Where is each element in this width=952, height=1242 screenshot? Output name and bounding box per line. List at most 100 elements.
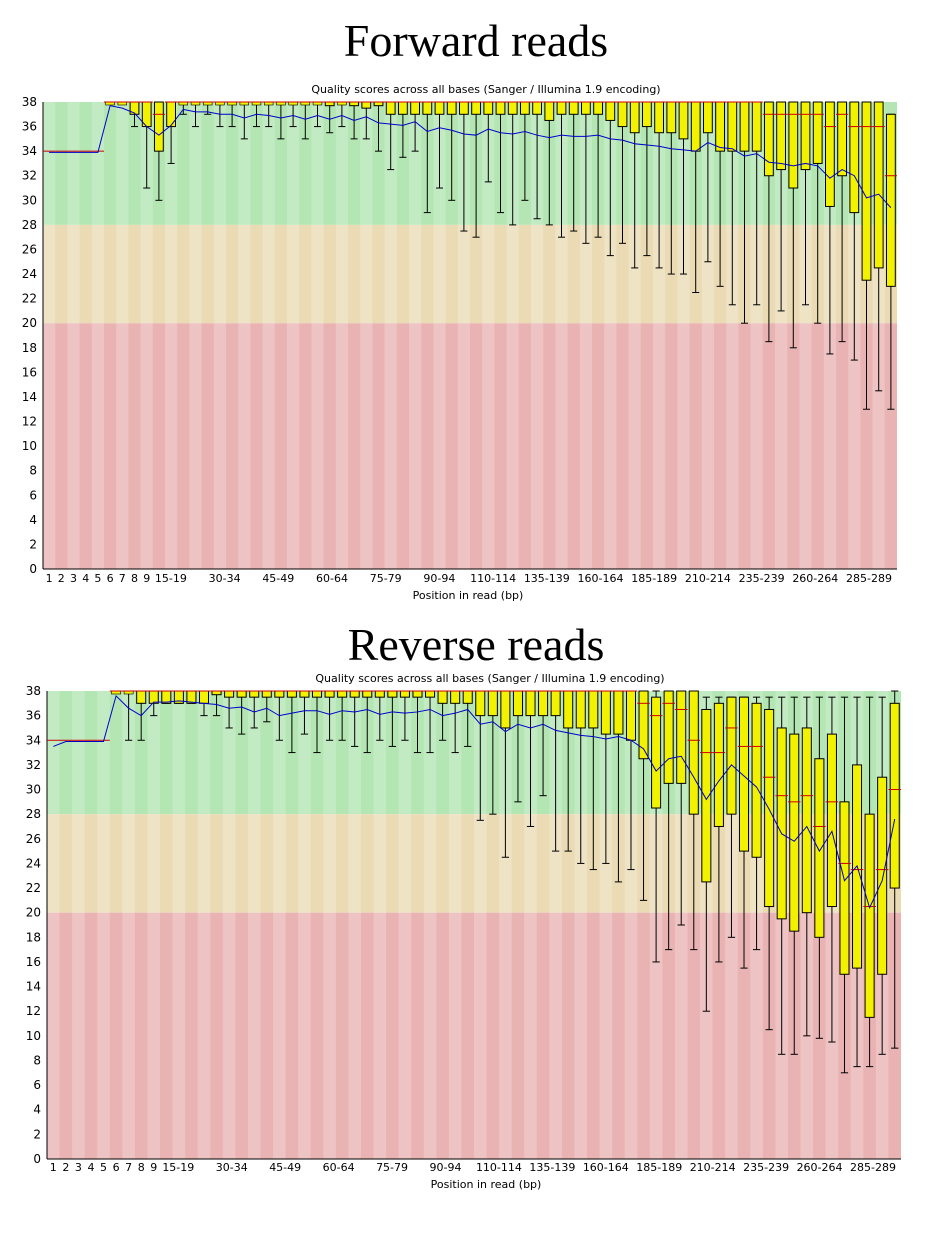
x-tick-label: 7 — [125, 1161, 132, 1174]
stripe — [409, 102, 422, 569]
iqr-box — [550, 690, 561, 717]
iqr-box — [825, 101, 835, 207]
y-tick-label: 6 — [29, 488, 37, 502]
x-tick-label: 210-214 — [685, 572, 731, 585]
stripe — [238, 102, 251, 569]
x-tick-label: 1 — [46, 572, 53, 585]
y-tick-label: 8 — [29, 464, 37, 478]
y-tick-label: 8 — [33, 1053, 41, 1067]
y-tick-label: 18 — [22, 341, 37, 355]
iqr-box — [563, 690, 574, 729]
x-tick-label: 135-139 — [529, 1161, 575, 1174]
iqr-box — [701, 708, 712, 883]
y-tick-label: 2 — [33, 1127, 41, 1141]
stripe — [323, 691, 336, 1159]
stripe — [549, 691, 562, 1159]
y-tick-label: 24 — [22, 267, 37, 281]
iqr-box — [136, 690, 147, 704]
iqr-box — [387, 690, 398, 698]
y-tick-label: 0 — [33, 1152, 41, 1166]
iqr-box — [877, 776, 888, 975]
y-tick-label: 4 — [29, 513, 37, 527]
x-axis-label: Position in read (bp) — [431, 1178, 542, 1191]
stripe — [448, 691, 462, 1159]
iqr-box — [362, 690, 373, 698]
iqr-box — [349, 690, 360, 698]
iqr-box — [638, 690, 649, 760]
iqr-box — [538, 690, 549, 717]
y-tick-label: 38 — [22, 95, 37, 109]
stripe — [335, 102, 348, 569]
x-tick-label: 75-79 — [376, 1161, 408, 1174]
x-tick-label: 235-239 — [739, 572, 785, 585]
x-tick-label: 4 — [82, 572, 89, 585]
stripe — [122, 691, 135, 1159]
y-tick-label: 36 — [26, 709, 41, 723]
iqr-box — [726, 696, 737, 815]
x-tick-label: 6 — [107, 572, 114, 585]
iqr-box — [800, 101, 811, 171]
stripe — [72, 691, 85, 1159]
x-tick-label: 9 — [150, 1161, 157, 1174]
stripe — [624, 691, 638, 1159]
x-tick-label: 4 — [87, 1161, 94, 1174]
x-tick-label: 90-94 — [423, 572, 455, 585]
iqr-box — [437, 690, 448, 704]
x-tick-label: 1 — [50, 1161, 57, 1174]
x-tick-label: 3 — [70, 572, 77, 585]
stripe — [43, 102, 56, 569]
x-tick-label: 90-94 — [430, 1161, 462, 1174]
y-tick-label: 22 — [22, 292, 37, 306]
iqr-box — [525, 690, 536, 717]
iqr-box — [663, 690, 674, 784]
iqr-box — [613, 690, 624, 735]
y-tick-label: 0 — [29, 562, 37, 576]
iqr-box — [826, 733, 837, 908]
iqr-box — [588, 690, 599, 729]
iqr-box — [788, 101, 799, 189]
y-tick-label: 22 — [26, 881, 41, 895]
x-tick-label: 135-139 — [524, 572, 570, 585]
stripe — [433, 102, 446, 569]
stripe — [97, 691, 110, 1159]
y-tick-label: 12 — [22, 415, 37, 429]
stripe — [474, 691, 487, 1159]
y-tick-label: 6 — [33, 1078, 41, 1092]
x-tick-label: 285-289 — [846, 572, 892, 585]
stripe — [298, 691, 311, 1159]
iqr-box — [861, 101, 872, 281]
stripe — [273, 691, 286, 1159]
y-tick-label: 34 — [22, 144, 37, 158]
x-tick-label: 110-114 — [470, 572, 516, 585]
x-tick-label: 3 — [75, 1161, 82, 1174]
x-tick-label: 110-114 — [476, 1161, 522, 1174]
y-tick-label: 38 — [26, 684, 41, 698]
iqr-box — [487, 690, 498, 717]
stripe — [599, 691, 613, 1159]
x-tick-label: 9 — [143, 572, 150, 585]
y-tick-label: 36 — [22, 120, 37, 134]
iqr-box — [789, 733, 800, 932]
y-tick-label: 30 — [22, 193, 37, 207]
stripe — [574, 691, 588, 1159]
x-tick-label: 2 — [62, 1161, 69, 1174]
x-tick-label: 5 — [94, 572, 101, 585]
chart-title: Quality scores across all bases (Sanger … — [315, 672, 664, 685]
forward-reads-heading: Forward reads — [343, 15, 609, 66]
iqr-box — [889, 702, 900, 889]
iqr-box — [249, 690, 260, 698]
stripe — [140, 102, 153, 569]
iqr-box — [764, 101, 774, 177]
iqr-box — [751, 702, 762, 858]
x-tick-label: 60-64 — [323, 1161, 355, 1174]
x-tick-label: 15-19 — [162, 1161, 194, 1174]
x-tick-label: 5 — [100, 1161, 107, 1174]
stripe — [499, 691, 512, 1159]
iqr-box — [374, 690, 385, 698]
stripe — [799, 102, 812, 569]
stripe — [604, 102, 617, 569]
stripe — [247, 691, 261, 1159]
iqr-box — [886, 113, 896, 287]
mean-line — [53, 694, 896, 910]
